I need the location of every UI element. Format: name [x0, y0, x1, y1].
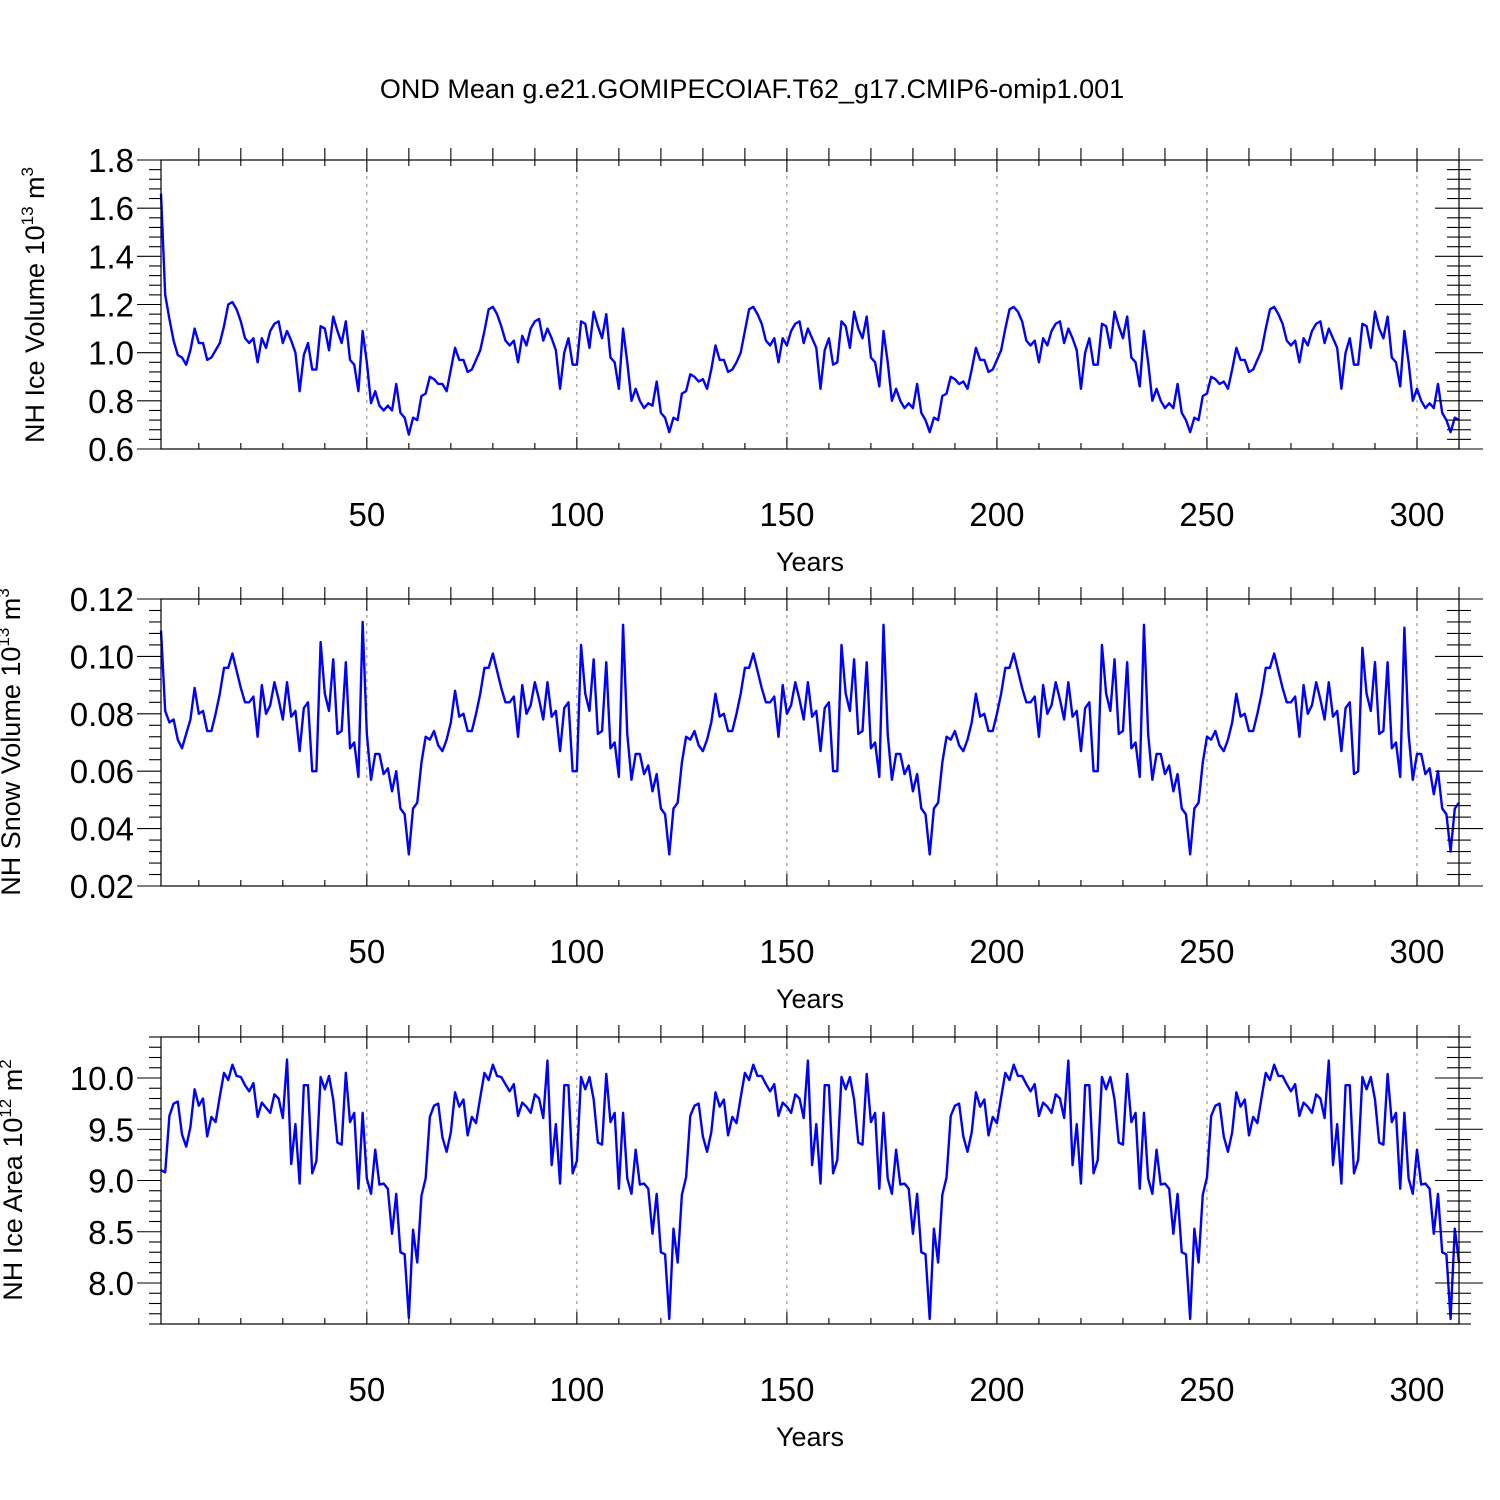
y-tick-label: 8.5 — [88, 1214, 134, 1251]
x-tick-label: 250 — [1179, 933, 1234, 970]
y-tick-label: 0.12 — [70, 581, 134, 618]
y-axis-label-main: NH Ice Volume 10 — [20, 225, 50, 443]
y-tick-label: 1.6 — [88, 190, 134, 227]
snow-volume-series — [159, 620, 1460, 856]
panel-snow-volume: 50 100 150 200 250 300 0.02 0.04 0.06 0.08 0.10 0.1… — [0, 581, 1483, 1014]
x-tick-label: 200 — [969, 1371, 1024, 1408]
y-tick-label: 9.5 — [88, 1111, 134, 1148]
x-tick-label: 200 — [969, 496, 1024, 533]
y-tick-label: 8.0 — [88, 1265, 134, 1302]
series-line — [159, 193, 1460, 436]
y-axis-label-exponent: 13 — [18, 206, 37, 225]
y-axis-label: NH Ice Volume 1013 m3 — [18, 167, 50, 443]
y-axis-label-main: NH Snow Volume 10 — [0, 647, 26, 896]
axis-ticks — [137, 148, 1483, 450]
y-axis-label-unit: m — [0, 1069, 28, 1099]
y-axis-label-unit-exponent: 3 — [18, 167, 37, 176]
y-axis-label-exponent: 13 — [0, 628, 13, 647]
tick-labels: 50 100 150 200 250 300 0.02 0.04 0.06 0.08 0.10 0.1… — [70, 581, 1445, 970]
y-axis-label-unit-exponent: 2 — [0, 1059, 15, 1068]
x-tick-label: 200 — [969, 933, 1024, 970]
x-axis-label: Years — [776, 547, 844, 577]
axis-ticks — [137, 1025, 1483, 1325]
x-tick-label: 300 — [1389, 1371, 1444, 1408]
y-axis-label: NH Snow Volume 1013 m3 — [0, 588, 26, 896]
y-tick-label: 1.0 — [88, 335, 134, 372]
y-axis-label-unit-exponent: 3 — [0, 588, 13, 597]
x-tick-label: 150 — [759, 1371, 814, 1408]
y-tick-label: 0.02 — [70, 868, 134, 905]
y-tick-label: 0.08 — [70, 696, 134, 733]
series-line — [160, 1058, 1461, 1321]
y-axis-label-main: NH Ice Area 10 — [0, 1118, 28, 1301]
x-tick-label: 150 — [759, 933, 814, 970]
x-tick-label: 50 — [348, 496, 385, 533]
x-tick-label: 100 — [549, 1371, 604, 1408]
x-tick-label: 250 — [1179, 1371, 1234, 1408]
x-tick-label: 50 — [348, 1371, 385, 1408]
y-axis-label-unit: m — [0, 598, 26, 628]
y-tick-label: 10.0 — [70, 1060, 134, 1097]
x-tick-label: 250 — [1179, 496, 1234, 533]
x-gridlines — [366, 160, 1418, 449]
series-line — [159, 620, 1460, 856]
y-tick-label: 0.04 — [70, 811, 134, 848]
y-tick-label: 1.8 — [88, 142, 134, 179]
plot-frame — [160, 598, 1460, 887]
x-tick-label: 100 — [549, 496, 604, 533]
ice-area-series — [160, 1058, 1461, 1321]
x-tick-label: 150 — [759, 496, 814, 533]
tick-labels: 50 100 150 200 250 300 8.0 8.5 9.0 9.5 10.0 — [70, 1060, 1445, 1408]
y-tick-label: 0.6 — [88, 431, 134, 468]
y-tick-label: 0.06 — [70, 753, 134, 790]
x-tick-label: 50 — [348, 933, 385, 970]
y-tick-label: 1.2 — [88, 287, 134, 324]
y-tick-label: 0.8 — [88, 383, 134, 420]
y-axis-label-unit: m — [20, 176, 50, 206]
x-axis-label: Years — [776, 1422, 844, 1452]
x-tick-label: 100 — [549, 933, 604, 970]
panel-ice-volume: 50 100 150 200 250 300 0.6 0.8 1.0 1.2 1.4 1.6 1.8 Y… — [18, 142, 1483, 577]
y-tick-label: 1.4 — [88, 238, 134, 275]
x-axis-label: Years — [776, 984, 844, 1014]
y-axis-label: NH Ice Area 1012 m2 — [0, 1059, 28, 1300]
axis-ticks — [137, 587, 1483, 887]
y-axis-label-exponent: 12 — [0, 1099, 15, 1118]
y-tick-label: 9.0 — [88, 1163, 134, 1200]
x-tick-label: 300 — [1389, 933, 1444, 970]
ice-volume-series — [159, 193, 1460, 436]
tick-labels: 50 100 150 200 250 300 0.6 0.8 1.0 1.2 1.4 1.6 1.8 — [88, 142, 1444, 533]
figure-title: OND Mean g.e21.GOMIPECOIAF.T62_g17.CMIP6… — [380, 74, 1124, 104]
y-tick-label: 0.10 — [70, 638, 134, 675]
x-tick-label: 300 — [1389, 496, 1444, 533]
